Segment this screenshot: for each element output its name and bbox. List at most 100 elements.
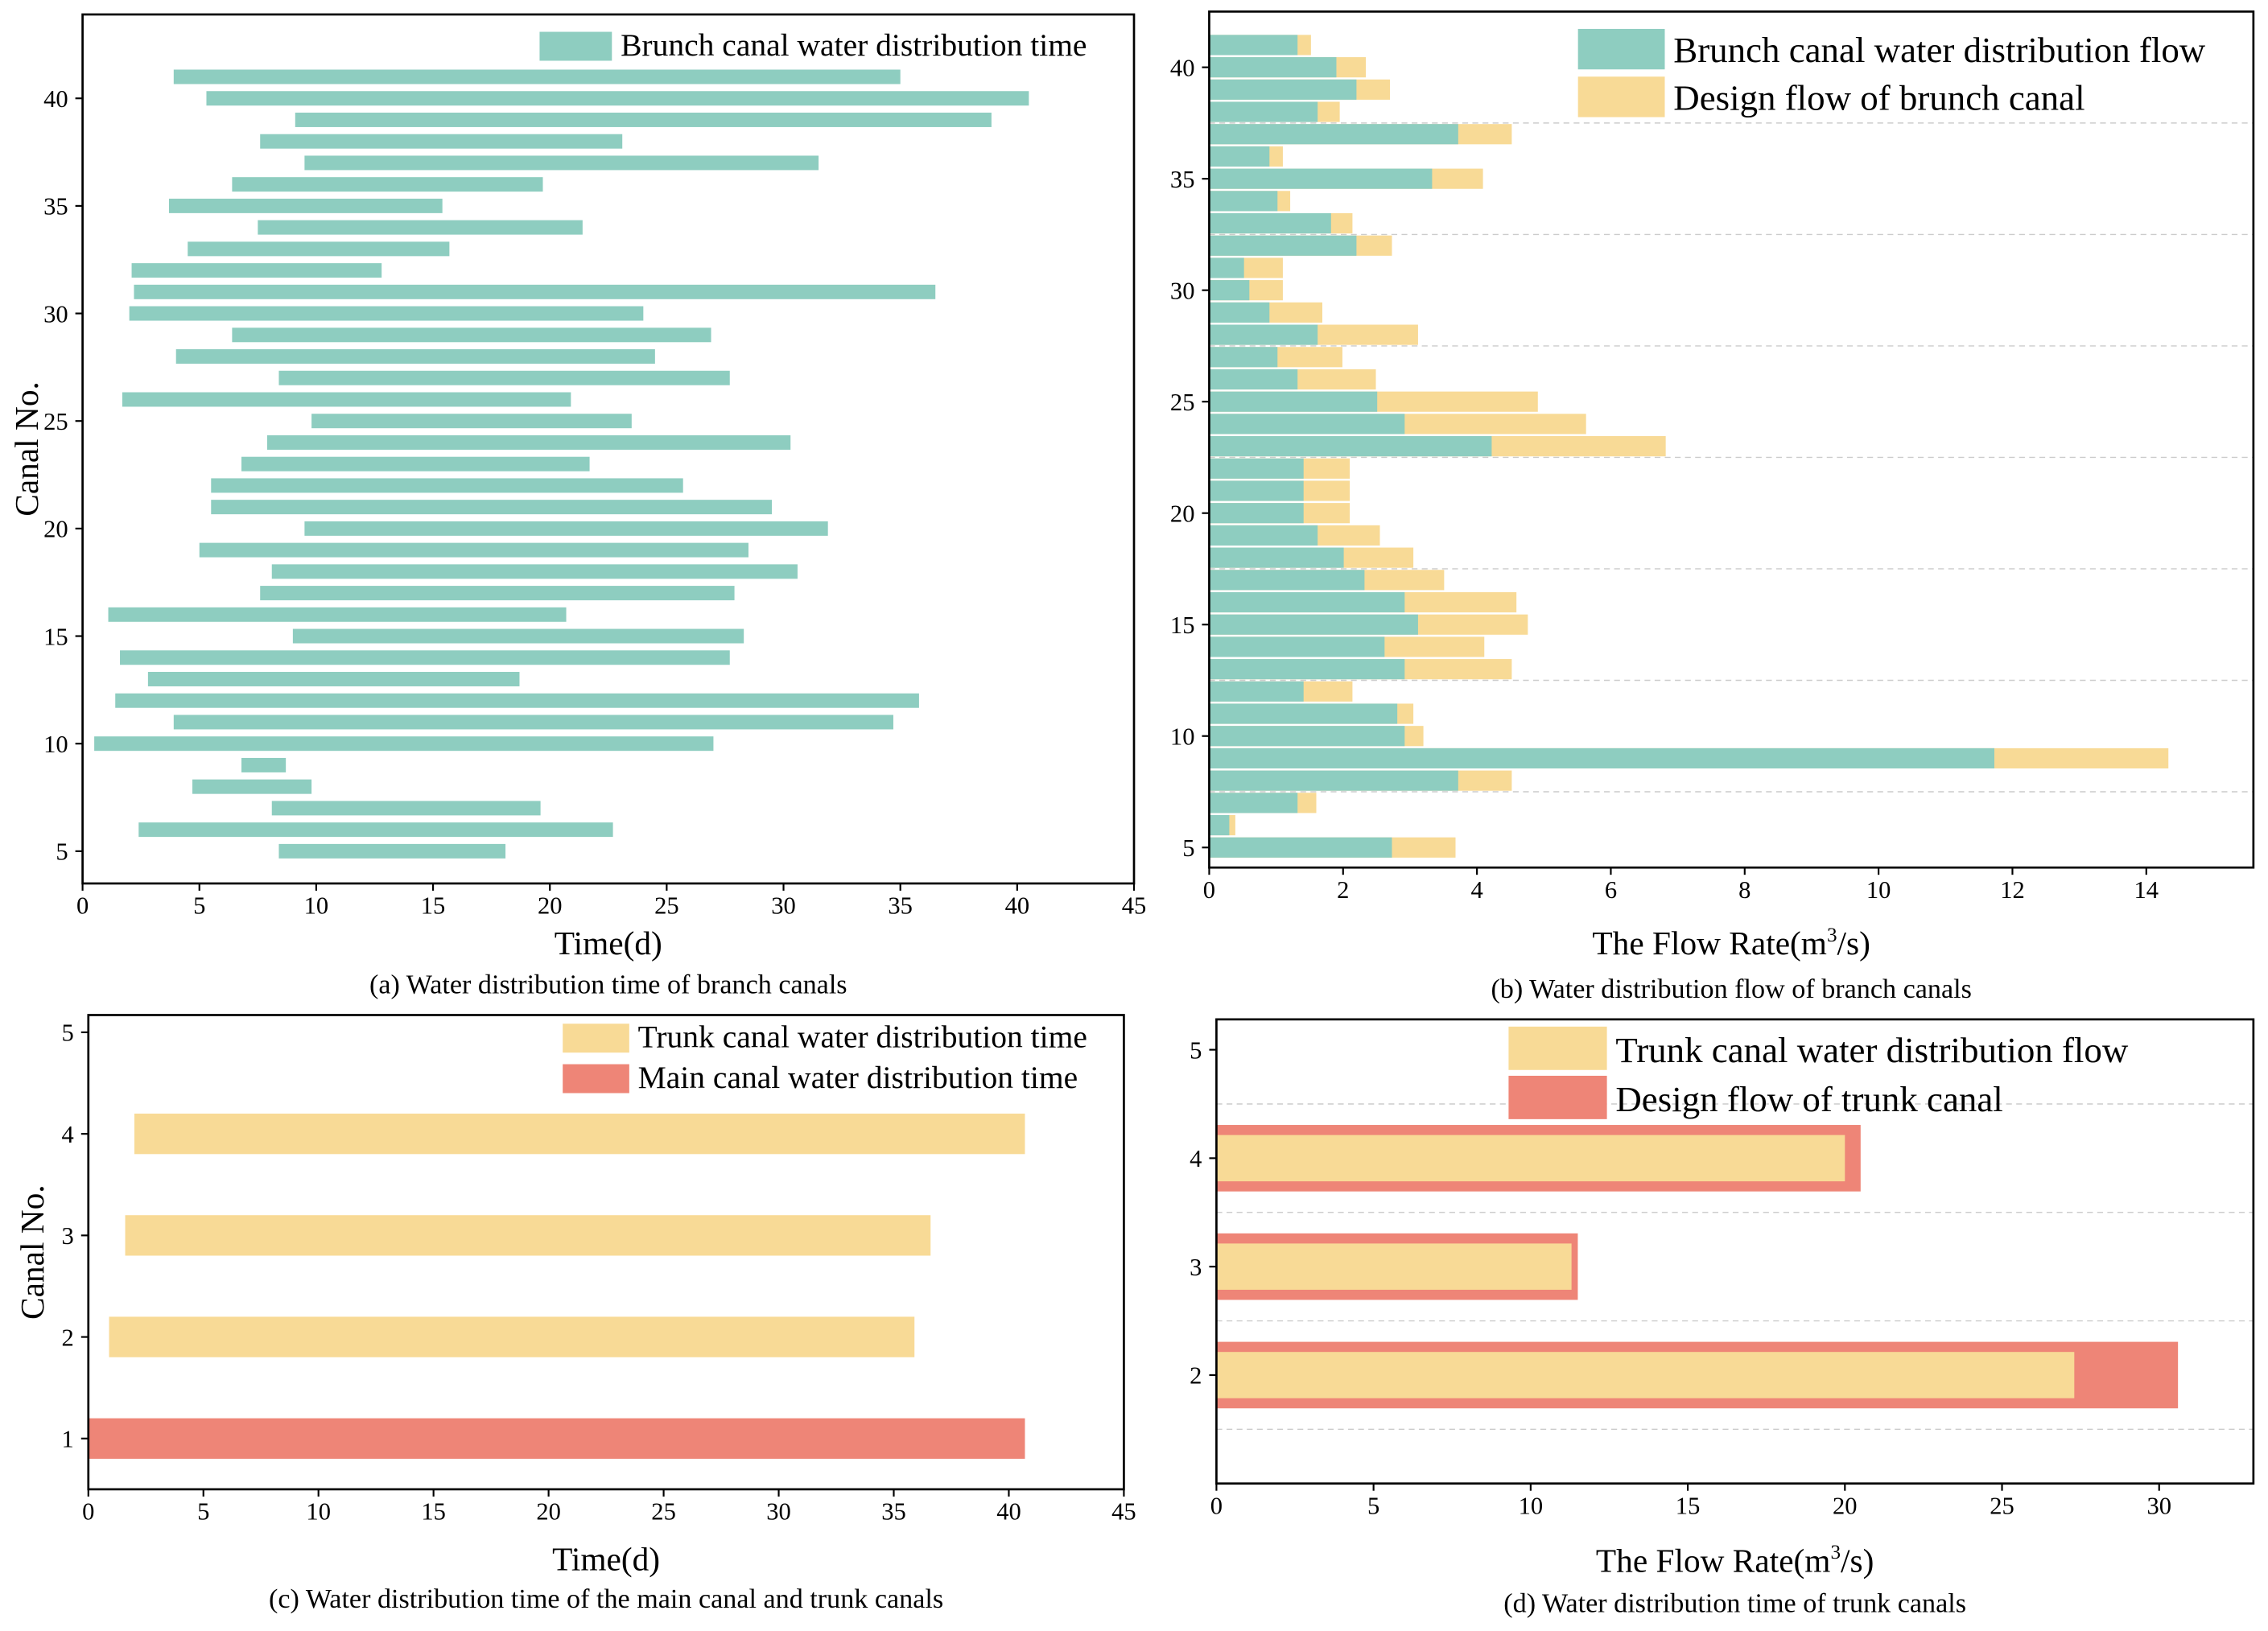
legend-swatch <box>1577 76 1665 117</box>
legend: Trunk canal water distribution flow Desig… <box>1508 1026 2129 1119</box>
chart-caption: (b) Water distribution flow of branch ca… <box>1491 974 1971 1004</box>
y-tick-label: 40 <box>43 85 68 113</box>
y-tick-label: 5 <box>62 1019 74 1047</box>
x-tick-label: 10 <box>1866 876 1891 904</box>
x-tick-label: 20 <box>536 1498 561 1526</box>
bar-canal-3 <box>125 1215 931 1256</box>
x-tick-label: 10 <box>304 892 329 920</box>
x-axis-label: The Flow Rate(m3/s) <box>1592 925 1870 962</box>
x-tick-label: 20 <box>538 892 563 920</box>
x-tick-label: 5 <box>197 1498 209 1526</box>
y-tick-label: 30 <box>1170 277 1195 304</box>
legend-label: Brunch canal water distribution time <box>621 27 1087 63</box>
bar-canal-23 <box>241 456 590 472</box>
bar-canal-6 <box>138 822 613 838</box>
x-tick-label: 12 <box>2000 876 2025 904</box>
x-tick-label: 10 <box>306 1498 331 1526</box>
bar-canal-11 <box>173 715 893 730</box>
x-tick-label: 8 <box>1738 876 1750 904</box>
x-tick-label: 15 <box>421 1498 446 1526</box>
bar-canal-9 <box>241 757 287 772</box>
y-tick-label: 3 <box>62 1222 74 1250</box>
x-tick-label: 25 <box>651 1498 676 1526</box>
bar-canal-37 <box>304 155 819 171</box>
bar-canal-8 <box>192 779 312 794</box>
y-tick-label: 4 <box>62 1121 74 1148</box>
plot-frame <box>1215 1018 2255 1485</box>
y-tick-label: 40 <box>1170 54 1195 81</box>
bar-canal-26 <box>122 392 571 407</box>
flow-bar-canal-14 <box>1209 636 1385 657</box>
legend-swatch <box>1508 1075 1607 1119</box>
y-tick-label: 5 <box>1182 834 1194 862</box>
bar-canal-5 <box>278 843 506 859</box>
bar-canal-38 <box>260 134 623 149</box>
flow-bar-canal-5 <box>1209 837 1392 858</box>
flow-bar-canal-32 <box>1209 235 1357 256</box>
y-tick-label: 5 <box>1190 1036 1202 1064</box>
bar-canal-32 <box>131 263 382 278</box>
flow-bar-canal-3 <box>1216 1243 1572 1290</box>
x-tick-label: 0 <box>82 1498 94 1526</box>
legend-swatch <box>1508 1026 1607 1070</box>
chart-a: 0 5 10 15 20 25 30 35 40 45510152025303540Time(d)… <box>8 13 1146 1000</box>
flow-bar-canal-8 <box>1209 770 1458 791</box>
flow-bar-canal-11 <box>1209 703 1398 724</box>
bar-canal-18 <box>271 564 798 579</box>
chart-caption: (a) Water distribution time of branch ca… <box>369 970 847 1000</box>
y-tick-label: 4 <box>1190 1145 1202 1172</box>
legend-swatch <box>1577 28 1665 70</box>
bar-canal-12 <box>115 693 919 708</box>
flow-bar-canal-13 <box>1209 659 1405 680</box>
y-tick-label: 30 <box>43 300 68 327</box>
bar-canal-36 <box>232 177 543 192</box>
x-axis-label: Time(d) <box>555 925 662 962</box>
x-tick-label: 30 <box>771 892 796 920</box>
y-axis-label: Canal No. <box>14 1184 51 1320</box>
legend-label: Trunk canal water distribution time <box>638 1019 1087 1055</box>
x-tick-label: 0 <box>1203 876 1215 904</box>
legend-label: Brunch canal water distribution flow <box>1673 30 2206 70</box>
x-tick-label: 0 <box>1210 1492 1223 1519</box>
flow-bar-canal-9 <box>1209 748 1995 769</box>
flow-bar-canal-22 <box>1209 458 1304 479</box>
legend-swatch <box>563 1023 629 1053</box>
flow-bar-canal-26 <box>1209 369 1298 390</box>
plot-frame <box>1208 10 2255 869</box>
x-tick-label: 35 <box>888 892 913 920</box>
bar-canal-21 <box>211 500 773 515</box>
flow-bar-canal-41 <box>1209 35 1298 56</box>
flow-bar-canal-30 <box>1209 280 1250 301</box>
legend-swatch <box>539 31 612 61</box>
y-tick-label: 1 <box>62 1426 74 1453</box>
x-tick-label: 10 <box>1519 1492 1544 1519</box>
legend-label: Main canal water distribution time <box>638 1060 1078 1095</box>
plot-frame <box>81 13 1136 885</box>
plot-frame <box>87 1014 1125 1491</box>
x-tick-label: 25 <box>1990 1492 2014 1519</box>
x-tick-label: 40 <box>1005 892 1030 920</box>
bar-canal-35 <box>169 198 443 213</box>
flow-bar-canal-39 <box>1209 79 1357 100</box>
flow-bar-canal-27 <box>1209 347 1278 368</box>
y-tick-label: 10 <box>43 731 68 758</box>
x-tick-label: 30 <box>2146 1492 2171 1519</box>
bar-canal-40 <box>206 91 1029 106</box>
bar-canal-15 <box>292 628 744 644</box>
chart-caption: (c) Water distribution time of the main … <box>269 1584 943 1614</box>
flow-bar-canal-2 <box>1216 1352 2075 1398</box>
flow-bar-canal-15 <box>1209 614 1418 635</box>
flow-bar-canal-25 <box>1209 391 1378 412</box>
legend: Brunch canal water distribution time <box>539 27 1087 63</box>
flow-bar-canal-19 <box>1209 525 1318 546</box>
y-tick-label: 2 <box>1190 1362 1202 1390</box>
bar-canal-31 <box>134 284 936 299</box>
flow-bar-canal-6 <box>1209 814 1230 836</box>
flow-bar-canal-24 <box>1209 414 1405 435</box>
flow-bar-canal-35 <box>1209 168 1433 189</box>
x-tick-label: 4 <box>1470 876 1482 904</box>
bar-canal-2 <box>109 1316 915 1357</box>
bar-canal-25 <box>311 414 632 429</box>
